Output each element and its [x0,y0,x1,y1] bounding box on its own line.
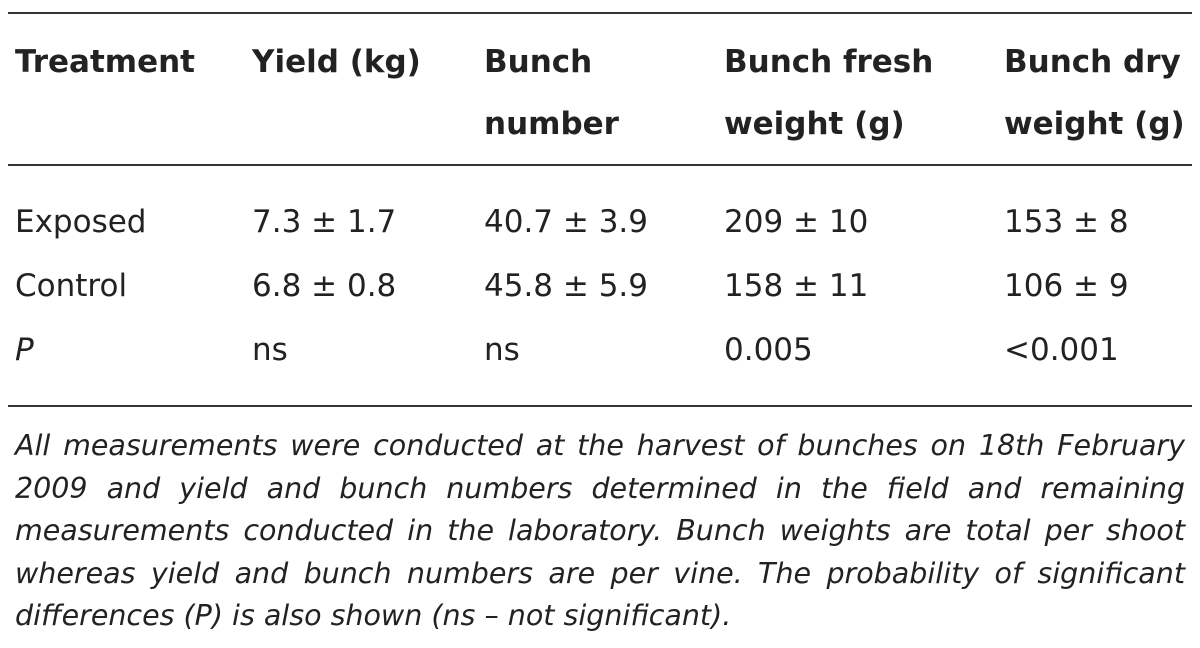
table-cell: 40.7 ± 3.9 [484,204,649,240]
table-cell: P [15,332,34,368]
table-cell: ns [252,332,288,368]
header-cell: weight (g) [1004,106,1185,142]
table-cell: Exposed [15,204,147,240]
table-cell: 106 ± 9 [1004,268,1129,304]
header-cell: Yield (kg) [252,44,421,80]
header-cell: Bunch dry [1004,44,1181,80]
header-cell: Treatment [15,44,196,80]
table-cell: 0.005 [724,332,813,368]
table-cell: Control [15,268,128,304]
footnote: All measurements were conducted at the h… [15,429,1185,632]
table-cell: 45.8 ± 5.9 [484,268,649,304]
table-cell: ns [484,332,520,368]
table-cell: <0.001 [1004,332,1119,368]
header-rule [8,164,1192,166]
table-cell: 209 ± 10 [724,204,869,240]
table-cell: 7.3 ± 1.7 [252,204,397,240]
bottom-rule [8,405,1192,407]
table-cell: 158 ± 11 [724,268,869,304]
header-cell: Bunch fresh [724,44,934,80]
table-cell: 153 ± 8 [1004,204,1129,240]
top-rule [8,12,1192,14]
table-cell: 6.8 ± 0.8 [252,268,397,304]
header-cell: Bunch [484,44,593,80]
header-cell: weight (g) [724,106,905,142]
header-cell: number [484,106,619,142]
